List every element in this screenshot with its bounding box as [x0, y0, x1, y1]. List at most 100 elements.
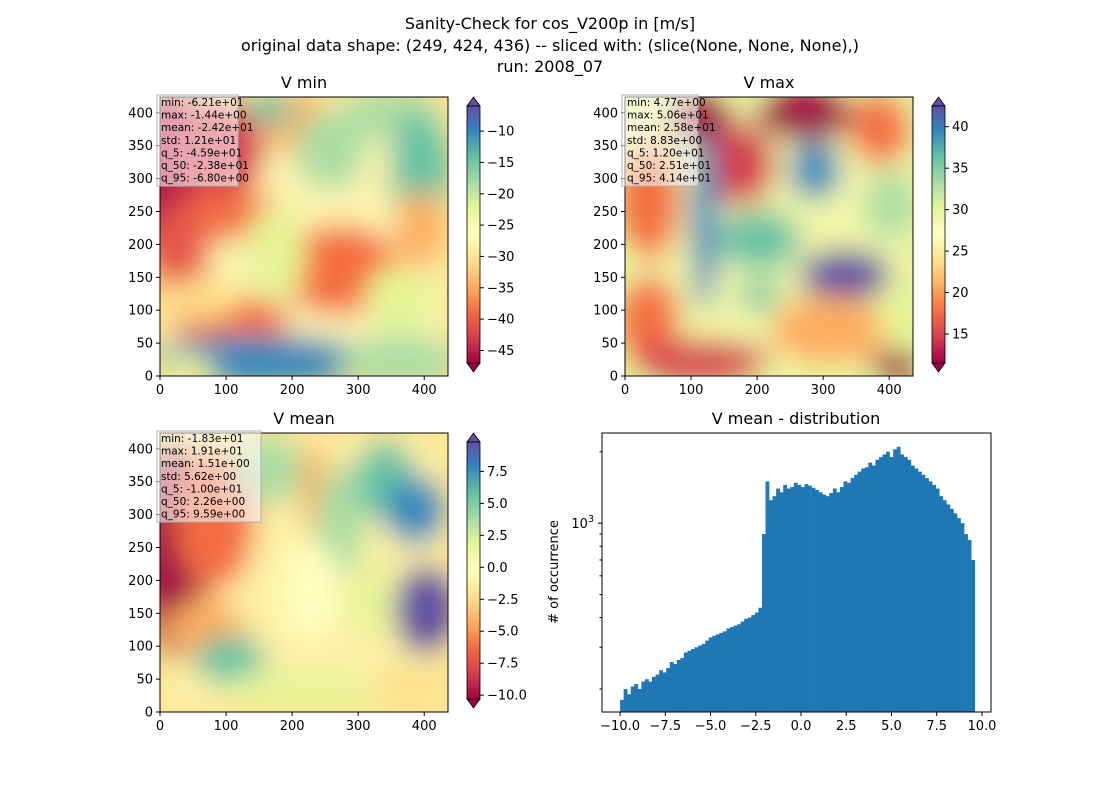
y-tick-label: 350: [128, 475, 153, 490]
histogram-bar: [790, 487, 795, 712]
x-tick-label: −5.0: [695, 719, 727, 734]
y-tick-label: 100: [128, 304, 153, 319]
histogram-bar: [871, 465, 876, 712]
x-tick-label: 100: [679, 383, 704, 398]
colorbar-extend-bottom: [931, 362, 946, 373]
y-tick-label: 150: [128, 607, 153, 622]
histogram-bar: [935, 488, 940, 712]
x-tick-label: 200: [280, 719, 305, 734]
histogram-bar: [854, 474, 858, 712]
histogram-bar: [882, 454, 887, 712]
histogram-bar: [701, 643, 706, 712]
histogram-bar: [779, 492, 784, 712]
histogram-bar: [861, 468, 866, 712]
histogram-bar: [712, 635, 717, 712]
figure-title: Sanity-Check for cos_V200p in [m/s] orig…: [241, 14, 859, 77]
colorbar-tick-label: 35: [952, 162, 969, 177]
histogram-bar: [864, 467, 869, 712]
colorbar-v-mean: −10.0 −7.5 −5.0 −2.5 0.0 2.5 5.0 7.5: [466, 432, 527, 709]
colorbar-tick-label: −35: [487, 281, 514, 296]
stat-line: q_5: 1.20e+01: [627, 147, 704, 159]
stat-line: std: 8.83e+00: [627, 135, 702, 147]
x-tick-label: 400: [877, 383, 902, 398]
x-tick-label: 0: [621, 383, 629, 398]
colorbar-tick-label: −2.5: [487, 593, 519, 608]
colorbar-tick-label: −30: [487, 250, 514, 265]
histogram-bar: [793, 482, 798, 712]
histogram-bar: [953, 513, 958, 712]
y-tick-label: 300: [128, 172, 153, 187]
y-tick-label: 300: [128, 508, 153, 523]
stat-line: q_50: 2.26e+00: [161, 496, 245, 508]
panel-v-mean-distribution: V mean - distribution # of occurrence −1…: [547, 409, 996, 734]
stat-line: q_5: -1.00e+01: [161, 483, 242, 495]
histogram-bar: [641, 681, 646, 712]
y-tick-label: 50: [136, 673, 153, 688]
histogram-bar: [719, 632, 724, 712]
stat-line: max: 1.91e+01: [161, 446, 243, 458]
histogram-bar: [910, 465, 915, 712]
histogram-bar: [726, 628, 731, 712]
histogram-bar: [946, 504, 951, 712]
colorbar-tick-label: 25: [952, 245, 969, 260]
histogram-bar: [620, 699, 624, 712]
histogram-bars: [620, 446, 976, 712]
stat-line: q_5: -4.59e+01: [161, 147, 242, 159]
histogram-bar: [804, 484, 809, 712]
x-tick-label: 7.5: [926, 719, 947, 734]
histogram-bar: [705, 640, 710, 712]
colorbar-extend-top: [931, 96, 946, 107]
stat-line: mean: 1.51e+00: [161, 458, 250, 470]
histogram-bar: [808, 485, 812, 712]
y-tick-label: 0: [610, 370, 618, 385]
histogram-bar: [878, 457, 883, 712]
heatmap-v-min: [160, 97, 448, 376]
x-tick-label: −10.0: [600, 719, 640, 734]
histogram-bar: [687, 650, 692, 712]
colorbar-tick-label: −25: [487, 219, 514, 234]
histogram-bar: [889, 457, 894, 712]
histogram-bar: [655, 674, 660, 712]
colorbar-tick-label: 2.5: [487, 529, 508, 544]
panel-title-v-mean: V mean: [273, 409, 334, 428]
histogram-bar: [900, 454, 905, 712]
colorbar-v-min: −45 −40 −35 −30 −25 −20 −15 −10: [466, 96, 514, 373]
histogram-bar: [811, 487, 816, 712]
histogram-bar: [627, 694, 632, 712]
histogram-bar: [896, 446, 901, 712]
colorbar-tick-label: 40: [952, 120, 969, 135]
histogram-bar: [857, 471, 862, 712]
y-tick-label: 400: [128, 106, 153, 121]
histogram-bar: [758, 607, 763, 712]
axes-frame-distribution: [601, 432, 992, 713]
y-tick-label: 250: [128, 205, 153, 220]
histogram-bar: [829, 493, 834, 712]
panel-v-min: V min: [128, 73, 514, 398]
histogram-bar: [623, 689, 628, 712]
y-tick-label: 250: [128, 541, 153, 556]
y-tick-label: 200: [593, 238, 618, 253]
colorbar-v-max: 15 20 25 30 35 40: [931, 96, 969, 373]
panel-title-v-max: V max: [744, 73, 795, 92]
x-tick-label: 0: [156, 383, 164, 398]
histogram-bar: [956, 518, 961, 712]
figure-title-line-3: run: 2008_07: [497, 57, 603, 77]
colorbar-tick-label: −5.0: [487, 625, 519, 640]
histogram-bar: [850, 478, 855, 712]
x-tick-label: 300: [811, 383, 836, 398]
histogram-bar: [847, 482, 851, 712]
stat-line: std: 5.62e+00: [161, 471, 236, 483]
colorbar-tick-label: 0.0: [487, 561, 508, 576]
stat-line: q_50: -2.38e+01: [161, 160, 249, 172]
x-tick-label: 100: [214, 383, 239, 398]
histogram-bar: [907, 459, 912, 712]
histogram-bar: [783, 484, 788, 712]
histogram-bar: [797, 484, 802, 712]
colorbar-gradient: [466, 441, 481, 700]
histogram-bar: [722, 631, 727, 712]
colorbar-tick-label: 7.5: [487, 465, 508, 480]
histogram-bar: [886, 451, 890, 712]
x-tick-label: 400: [412, 383, 437, 398]
x-tick-label: −2.5: [740, 719, 772, 734]
